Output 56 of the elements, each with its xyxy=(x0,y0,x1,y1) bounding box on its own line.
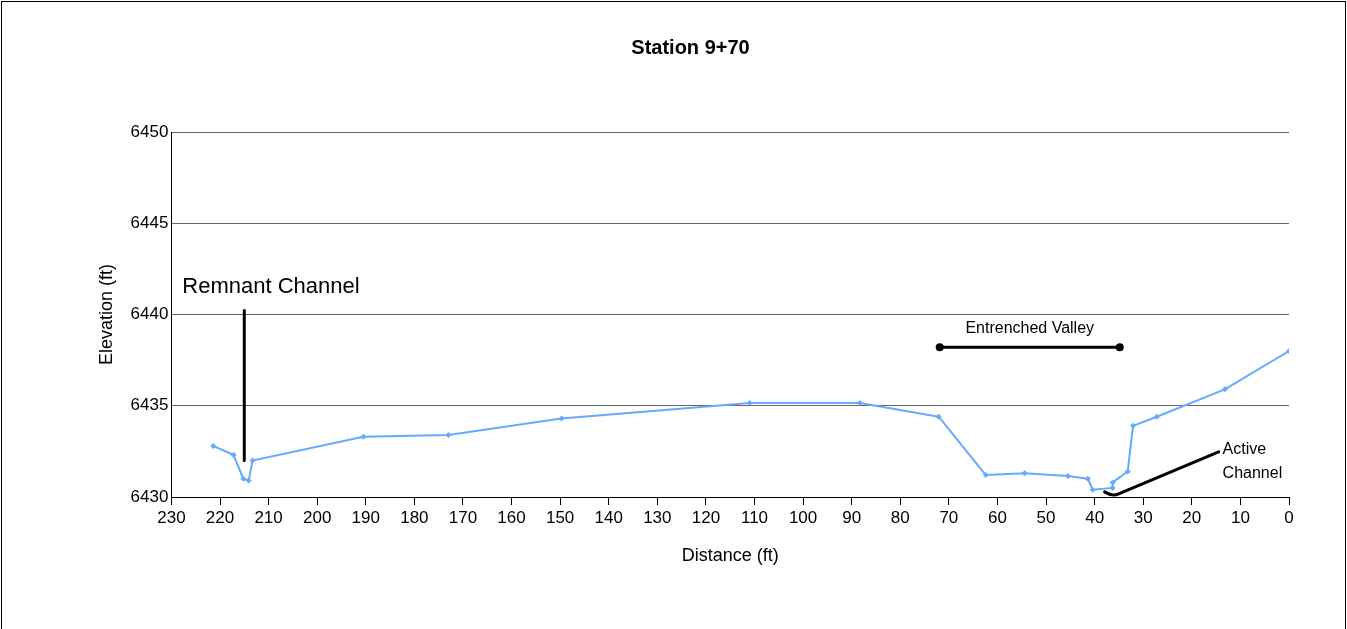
y-axis-title: Elevation (ft) xyxy=(95,263,116,366)
point xyxy=(1021,470,1028,477)
y-tick-label: 6430 xyxy=(130,486,169,506)
point xyxy=(445,431,452,438)
point xyxy=(1130,422,1137,429)
x-tick-label: 220 xyxy=(205,507,235,527)
point xyxy=(1064,473,1071,480)
point xyxy=(935,413,942,420)
y-tick-label: 6435 xyxy=(130,395,169,415)
x-tick-label: 80 xyxy=(890,507,910,527)
point xyxy=(249,457,256,464)
x-tick-label: 230 xyxy=(157,507,186,527)
x-tick-label: 160 xyxy=(497,507,526,527)
x-tick-label: 20 xyxy=(1182,507,1202,527)
x-tick-label: 150 xyxy=(545,507,575,527)
point xyxy=(230,452,237,459)
point xyxy=(1109,484,1116,491)
point xyxy=(240,475,247,482)
x-tick-label: 100 xyxy=(788,507,818,527)
x-tick-label: 90 xyxy=(842,507,862,527)
point xyxy=(1124,468,1131,475)
x-tick-label: 40 xyxy=(1085,507,1105,527)
point xyxy=(1089,486,1096,493)
x-tick-label: 200 xyxy=(303,507,332,527)
x-tick-label: 130 xyxy=(643,507,672,527)
point xyxy=(360,433,367,440)
point xyxy=(1153,413,1160,420)
x-tick-label: 50 xyxy=(1036,507,1056,527)
x-axis-title: Distance (ft) xyxy=(681,545,779,566)
x-tick-label: 110 xyxy=(740,507,769,527)
annotation: Entrenched Valley xyxy=(965,319,1095,337)
x-tick-label: 120 xyxy=(691,507,721,527)
point xyxy=(982,472,989,479)
annotation: Active Channel xyxy=(1222,440,1283,482)
point xyxy=(1221,386,1228,393)
x-tick-label: 140 xyxy=(594,507,623,527)
x-tick-label: 190 xyxy=(351,507,380,527)
x-tick-label: 210 xyxy=(254,507,283,527)
x-tick-label: 180 xyxy=(400,507,429,527)
point xyxy=(1084,475,1091,482)
x-tick-label: 70 xyxy=(939,507,959,527)
x-tick-label: 170 xyxy=(448,507,478,527)
y-tick-label: 6445 xyxy=(130,212,169,232)
point xyxy=(1109,479,1116,486)
point xyxy=(210,442,217,449)
x-tick-label: 60 xyxy=(988,507,1007,527)
point xyxy=(245,477,252,484)
point xyxy=(558,415,565,422)
x-tick-label: 0 xyxy=(1284,507,1294,527)
x-tick-label: 10 xyxy=(1230,507,1250,527)
y-tick-label: 6440 xyxy=(130,304,169,324)
y-tick-label: 6450 xyxy=(130,121,169,141)
chart-title: Station 9+70 xyxy=(631,35,750,58)
point xyxy=(746,400,753,407)
annotation: Remnant Channel xyxy=(182,272,360,298)
x-tick-label: 30 xyxy=(1133,507,1153,527)
